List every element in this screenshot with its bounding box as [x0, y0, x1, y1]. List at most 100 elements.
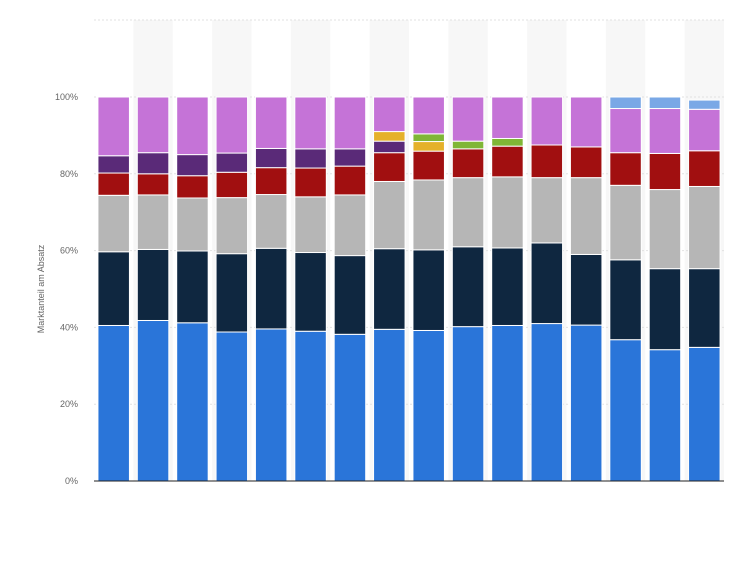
- bar-segment: [688, 185, 721, 270]
- bar-segment: [294, 96, 327, 150]
- bar-segment: [648, 108, 682, 154]
- bar-segment: [569, 146, 603, 179]
- y-tick-label: 20%: [60, 399, 78, 409]
- bar-segment: [254, 96, 288, 149]
- bar-segment: [294, 148, 327, 169]
- bar-segment: [294, 196, 327, 254]
- bar-segment: [451, 96, 485, 142]
- bar-segment: [97, 194, 130, 253]
- bar-segment: [136, 96, 170, 154]
- bar-segment: [176, 154, 209, 177]
- bar-segment: [373, 328, 406, 482]
- bar-segment: [451, 177, 485, 248]
- bar-segment: [412, 96, 445, 135]
- y-tick-label: 80%: [60, 169, 78, 179]
- bar-segment: [97, 96, 130, 157]
- bar-segment: [451, 148, 485, 179]
- bar-segment: [97, 324, 130, 482]
- bar-segment: [491, 176, 524, 249]
- bar-segment: [609, 259, 642, 341]
- bar-segment: [530, 323, 564, 482]
- bar-segment: [491, 137, 524, 147]
- bar-segment: [215, 171, 249, 199]
- bar-segment: [451, 326, 485, 482]
- bar-segment: [254, 194, 288, 249]
- bar-segment: [215, 152, 249, 173]
- bar-segment: [688, 150, 721, 187]
- bar-segment: [294, 252, 327, 332]
- bar-segment: [412, 150, 445, 181]
- bar-segment: [569, 177, 603, 255]
- bar-segment: [609, 184, 642, 261]
- bar-segment: [530, 177, 564, 244]
- bar-segment: [688, 346, 721, 482]
- bar-segment: [176, 175, 209, 199]
- bar-segment: [215, 331, 249, 482]
- bar-segment: [373, 180, 406, 250]
- bar-segment: [97, 251, 130, 326]
- bar-segment: [648, 152, 682, 191]
- bar-segment: [412, 133, 445, 143]
- bar-segment: [373, 131, 406, 142]
- bar-segment: [97, 155, 130, 174]
- bar-segment: [412, 179, 445, 251]
- bar-segment: [373, 140, 406, 154]
- bar-segment: [609, 152, 642, 186]
- bar-segment: [176, 322, 209, 482]
- bar-segment: [136, 248, 170, 321]
- bar-segment: [373, 248, 406, 330]
- bar-segment: [254, 147, 288, 169]
- y-axis-label: Marktanteil am Absatz: [36, 244, 46, 333]
- bar-segment: [569, 324, 603, 482]
- bar-segment: [491, 324, 524, 482]
- bar-segment: [294, 330, 327, 482]
- bar-segment: [688, 108, 721, 152]
- bar-segment: [136, 319, 170, 482]
- bar-segment: [451, 140, 485, 150]
- bar-segment: [373, 152, 406, 182]
- bar-segment: [215, 197, 249, 255]
- bar-segment: [215, 253, 249, 333]
- bar-segment: [254, 328, 288, 482]
- bar-segment: [294, 167, 327, 198]
- bar-segment: [333, 255, 367, 335]
- bar-segment: [530, 96, 564, 146]
- bar-segment: [333, 148, 367, 167]
- bar-segment: [688, 99, 721, 110]
- bar-segment: [176, 96, 209, 156]
- bar-segment: [136, 173, 170, 196]
- bar-segment: [491, 145, 524, 178]
- bar-segment: [176, 197, 209, 252]
- bar-segment: [333, 194, 367, 257]
- bar-segment: [648, 189, 682, 270]
- bar-segment: [97, 172, 130, 196]
- bar-segment: [333, 96, 367, 150]
- bar-segment: [491, 247, 524, 326]
- bar-segment: [373, 96, 406, 133]
- bar-segment: [136, 152, 170, 175]
- y-tick-label: 40%: [60, 322, 78, 332]
- bar-segment: [688, 268, 721, 348]
- bar-segment: [569, 96, 603, 148]
- bar-segment: [254, 167, 288, 196]
- y-tick-label: 60%: [60, 246, 78, 256]
- bar-segment: [412, 249, 445, 331]
- bar-segment: [254, 247, 288, 330]
- bar-segment: [176, 250, 209, 324]
- bar-segment: [648, 349, 682, 482]
- bar-segment: [215, 96, 249, 154]
- bar-segment: [530, 242, 564, 325]
- y-tick-label: 0%: [65, 476, 78, 486]
- bar-segment: [333, 333, 367, 482]
- bar-segment: [609, 339, 642, 482]
- bar-segment: [333, 165, 367, 196]
- bar-segment: [609, 96, 642, 110]
- bar-segment: [451, 246, 485, 328]
- bar-segment: [569, 253, 603, 326]
- y-tick-label: 100%: [55, 92, 78, 102]
- bar-segment: [136, 194, 170, 250]
- bar-segment: [648, 268, 682, 351]
- bar-segment: [530, 144, 564, 179]
